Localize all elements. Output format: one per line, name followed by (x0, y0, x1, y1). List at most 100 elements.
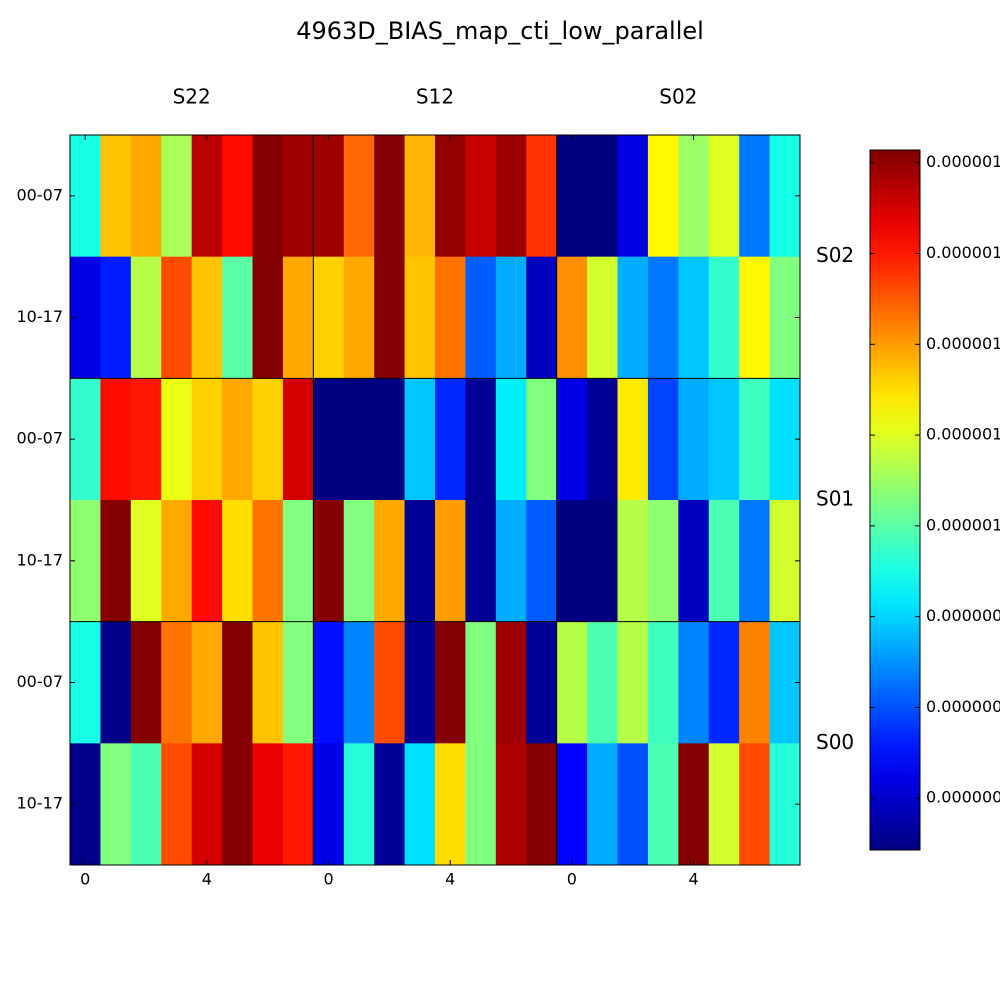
heat-cell (495, 256, 527, 379)
y-tick-label: 10-17 (17, 307, 64, 326)
heat-cell (252, 135, 284, 258)
chart-title: 4963D_BIAS_map_cti_low_parallel (296, 17, 704, 45)
heat-cell (739, 256, 771, 379)
heat-cell (252, 621, 284, 744)
heat-cell (252, 378, 284, 501)
y-tick-label: 00-07 (17, 672, 64, 691)
heat-cell (130, 743, 162, 866)
heat-cell (100, 135, 132, 258)
heat-cell (556, 378, 588, 501)
colorbar-tick-label: 0.0000012 (926, 334, 1000, 353)
heat-cell (526, 500, 558, 623)
colorbar-tick-label: 0.0000013 (926, 243, 1000, 262)
heat-cell (708, 743, 740, 866)
heat-cell (435, 621, 466, 744)
y-tick-label: 10-17 (17, 550, 64, 569)
heat-cell (313, 621, 345, 744)
heat-cell (587, 500, 618, 623)
heat-cell (70, 500, 101, 623)
heat-cell (374, 378, 406, 501)
heat-cell (70, 256, 101, 379)
heat-cell (404, 256, 436, 379)
heat-cell (252, 743, 284, 866)
heat-cell (343, 500, 375, 623)
heat-cell (130, 256, 162, 379)
heat-cell (556, 621, 588, 744)
heat-cell (465, 500, 497, 623)
heat-cell (617, 500, 649, 623)
heat-cell (222, 500, 253, 623)
heat-cell (495, 743, 527, 866)
heat-cell (374, 500, 406, 623)
heat-cell (495, 621, 527, 744)
x-tick-label: 4 (445, 870, 455, 889)
heat-cell (617, 256, 649, 379)
colorbar-tick-label: 0.0000011 (926, 425, 1000, 444)
heat-cell (404, 378, 436, 501)
heat-cell (130, 621, 162, 744)
heat-cell (556, 135, 588, 258)
heat-cell (191, 135, 223, 258)
heat-cell (191, 256, 223, 379)
heat-cell (343, 743, 375, 866)
heat-cell (374, 743, 406, 866)
heat-cell (282, 135, 314, 258)
heat-cell (647, 135, 679, 258)
x-tick-label: 4 (202, 870, 212, 889)
heat-cell (556, 256, 588, 379)
row-title: S02 (816, 243, 854, 267)
heat-cell (678, 256, 710, 379)
heat-cell (678, 378, 710, 501)
heat-cell (130, 135, 162, 258)
heat-cell (465, 135, 497, 258)
heat-cell (191, 500, 223, 623)
colorbar-tick-label: 0.0000009 (926, 606, 1000, 625)
heat-cell (222, 135, 253, 258)
heat-cell (647, 743, 679, 866)
y-tick-label: 00-07 (17, 185, 64, 204)
heat-cell (678, 743, 710, 866)
heat-cell (404, 135, 436, 258)
heat-cell (526, 378, 558, 501)
heat-cell (587, 135, 618, 258)
heat-cell (587, 743, 618, 866)
colorbar-tick-label: 0.0000007 (926, 788, 1000, 807)
heat-cell (282, 743, 314, 866)
heat-cell (617, 743, 649, 866)
heat-cell (617, 378, 649, 501)
heat-cell (343, 378, 375, 501)
heat-cell (313, 378, 345, 501)
heat-cell (222, 621, 253, 744)
heat-cell (556, 743, 588, 866)
heat-cell (526, 743, 558, 866)
heat-cell (435, 743, 466, 866)
heat-cell (647, 378, 679, 501)
heat-cell (161, 743, 193, 866)
heat-cell (465, 256, 497, 379)
row-title: S00 (816, 730, 854, 754)
heat-cell (587, 621, 618, 744)
heat-cell (739, 743, 771, 866)
heat-cell (708, 256, 740, 379)
heat-cell (678, 621, 710, 744)
heat-cell (495, 135, 527, 258)
heat-cell (435, 256, 466, 379)
heat-cell (647, 621, 679, 744)
heat-cell (374, 621, 406, 744)
heat-cell (161, 500, 193, 623)
heat-cell (222, 378, 253, 501)
heat-cell (617, 621, 649, 744)
heat-cell (191, 743, 223, 866)
heat-cell (191, 378, 223, 501)
heat-cell (739, 378, 771, 501)
heat-cell (587, 256, 618, 379)
heat-cell (739, 135, 771, 258)
heat-cell (100, 256, 132, 379)
heat-cell (313, 256, 345, 379)
heat-cell (647, 500, 679, 623)
heat-cell (617, 135, 649, 258)
heat-cell (222, 743, 253, 866)
heat-cell (404, 743, 436, 866)
heat-cell (191, 621, 223, 744)
